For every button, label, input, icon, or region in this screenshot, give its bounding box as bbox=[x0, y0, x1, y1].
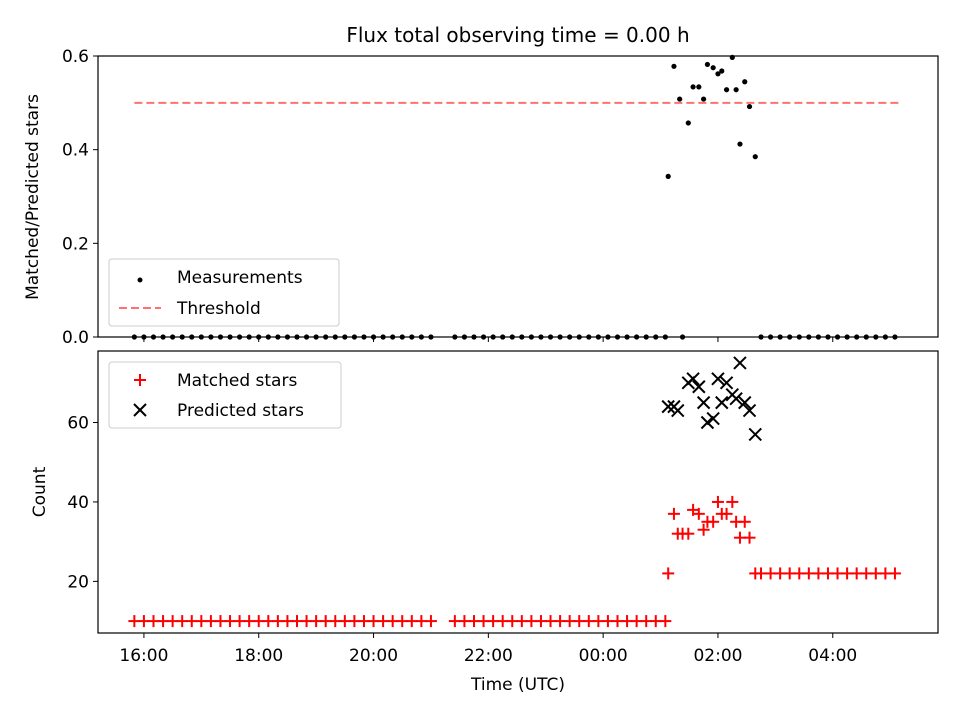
bottom-y-tick-label: 60 bbox=[67, 413, 89, 433]
bottom-legend-box bbox=[108, 361, 342, 429]
measurement-point bbox=[685, 120, 691, 126]
predicted-stars-point bbox=[748, 427, 762, 442]
bottom-plot-frame bbox=[97, 350, 939, 634]
x-tick-label: 20:00 bbox=[349, 646, 398, 666]
top-panel: 0.0 0.2 0.4 0.6 Matched/Predicted stars Mea… bbox=[23, 47, 939, 348]
matched-stars-point bbox=[720, 507, 733, 520]
measurement-point bbox=[704, 61, 711, 68]
measurement-point bbox=[742, 79, 748, 85]
x-tick-label: 22:00 bbox=[464, 646, 513, 666]
predicted-stars-point bbox=[733, 356, 747, 370]
legend-matched-marker bbox=[134, 374, 146, 386]
chart-title: Flux total observing time = 0.00 h bbox=[346, 23, 689, 47]
measurement-point bbox=[677, 96, 683, 102]
measurement-point bbox=[715, 71, 721, 77]
measurement-point bbox=[701, 96, 707, 102]
matched-stars-point bbox=[707, 515, 720, 528]
top-y-tick-label: 0.4 bbox=[62, 141, 89, 161]
measurement-point bbox=[696, 84, 702, 90]
matched-stars-point bbox=[424, 615, 437, 628]
predicted-stars-point bbox=[711, 372, 725, 386]
x-tick-label: 18:00 bbox=[234, 646, 283, 666]
measurement-point bbox=[733, 87, 739, 93]
matched-stars-point bbox=[888, 567, 901, 580]
bottom-y-axis: 20 40 60 bbox=[67, 413, 98, 592]
measurement-point bbox=[746, 103, 753, 110]
matched-stars-point bbox=[726, 495, 739, 508]
predicted-stars-point bbox=[719, 376, 734, 390]
predicted-stars-point bbox=[706, 411, 720, 426]
top-y-tick-label: 0.6 bbox=[62, 47, 89, 67]
predicted-stars-point bbox=[729, 391, 743, 406]
top-legend: Measurements Threshold bbox=[108, 258, 340, 327]
matched-stars-point bbox=[692, 507, 705, 520]
measurement-point bbox=[665, 173, 671, 179]
matched-stars-point bbox=[662, 567, 675, 580]
top-y-tick-label: 0.0 bbox=[62, 328, 89, 348]
legend-threshold-label: Threshold bbox=[176, 299, 261, 319]
legend-predicted-label: Predicted stars bbox=[177, 401, 304, 421]
x-tick-label: 16:00 bbox=[119, 646, 168, 666]
legend-measurements-label: Measurements bbox=[177, 268, 303, 288]
bottom-y-tick-label: 20 bbox=[67, 572, 89, 592]
bottom-series bbox=[128, 356, 901, 628]
x-tick-label: 00:00 bbox=[579, 646, 628, 666]
predicted-stars-point bbox=[700, 415, 715, 430]
x-axis-label: Time (UTC) bbox=[470, 675, 565, 695]
top-legend-box bbox=[108, 258, 340, 327]
matched-stars-point bbox=[711, 495, 724, 508]
top-plot-frame bbox=[97, 55, 939, 338]
x-tick-label: 04:00 bbox=[808, 646, 857, 666]
predicted-stars-point bbox=[742, 403, 757, 418]
top-y-tick-label: 0.2 bbox=[62, 234, 89, 254]
measurement-point bbox=[723, 87, 730, 93]
matched-stars-point bbox=[743, 531, 756, 544]
legend-matched-label: Matched stars bbox=[177, 371, 297, 391]
predicted-stars-point bbox=[661, 399, 675, 414]
matched-stars-point bbox=[738, 515, 751, 528]
bottom-x-axis: 16:00 18:00 20:00 22:00 00:00 02:00 04:00 bbox=[119, 633, 857, 666]
predicted-stars-point bbox=[671, 403, 685, 418]
predicted-stars-point bbox=[696, 395, 711, 410]
top-y-axis-label: Matched/Predicted stars bbox=[23, 94, 43, 300]
measurement-point bbox=[719, 68, 725, 74]
predicted-stars-point bbox=[692, 380, 706, 394]
top-y-axis: 0.0 0.2 0.4 0.6 bbox=[62, 47, 98, 348]
matched-stars-point bbox=[667, 507, 680, 520]
legend-measurements-marker bbox=[137, 277, 143, 283]
matched-stars-point bbox=[697, 523, 710, 536]
predicted-stars-point bbox=[686, 372, 700, 386]
bottom-legend: Matched stars Predicted stars bbox=[108, 361, 342, 429]
bottom-y-axis-label: Count bbox=[30, 466, 50, 517]
x-tick-label: 02:00 bbox=[693, 646, 742, 666]
measurement-point bbox=[710, 65, 716, 71]
matched-stars-point bbox=[659, 615, 672, 628]
predicted-stars-point bbox=[715, 395, 729, 410]
matched-stars-point bbox=[682, 527, 695, 540]
measurement-point bbox=[752, 154, 758, 160]
predicted-stars-point bbox=[738, 395, 752, 410]
bottom-y-tick-label: 40 bbox=[67, 493, 89, 513]
legend-predicted-marker bbox=[133, 403, 147, 417]
bottom-panel: 20 40 60 16:00 18:00 20:00 22:00 00:00 02:00 04:… bbox=[30, 350, 939, 695]
measurement-point bbox=[690, 84, 696, 90]
measurement-point bbox=[737, 141, 743, 147]
measurement-point bbox=[671, 63, 677, 69]
